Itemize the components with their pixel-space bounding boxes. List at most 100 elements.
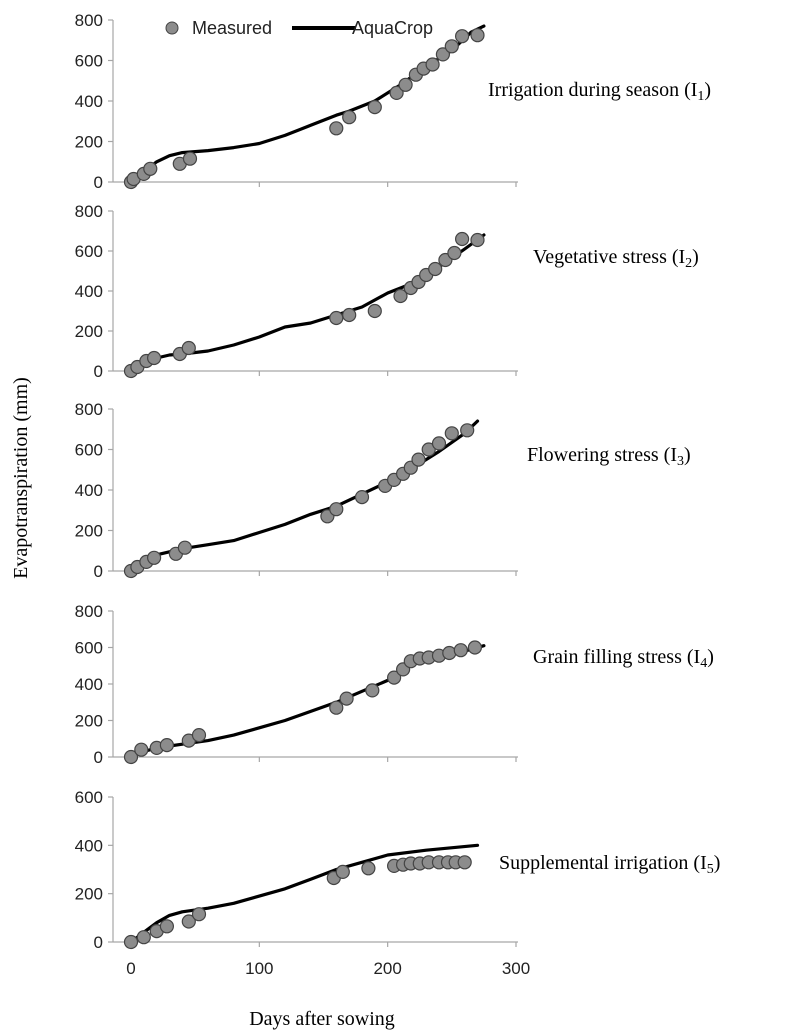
measured-point	[367, 303, 382, 319]
legend-measured-marker	[165, 21, 179, 35]
measured-point	[342, 110, 357, 125]
panel-label-close: )	[707, 646, 714, 668]
y-tick-label: 600	[75, 441, 103, 460]
panel-1: 0 200 400 600 800 Irrigation during season (I…	[75, 11, 711, 192]
measured-point	[425, 57, 440, 72]
y-tick-label: 600	[75, 639, 103, 658]
measured-point	[329, 700, 344, 715]
measured-point	[123, 934, 139, 950]
measured-point	[335, 864, 350, 880]
measured-point	[147, 350, 162, 366]
y-tick-label: 800	[75, 202, 103, 221]
measured-point	[159, 919, 174, 934]
panel-label: Grain filling stress (I4)	[533, 646, 714, 671]
panel-label-text: Irrigation during season (I	[488, 79, 697, 101]
measured-point	[367, 99, 382, 115]
measured-point	[342, 307, 357, 323]
y-tick-label: 400	[75, 675, 103, 694]
model-series-line	[129, 843, 480, 944]
measured-point	[421, 442, 436, 457]
measured-point	[435, 47, 450, 62]
panel-label: Irrigation during season (I1)	[488, 79, 711, 104]
measured-point	[411, 452, 426, 467]
measured-point	[177, 540, 192, 555]
y-tick-label: 800	[75, 400, 103, 419]
y-tick-label: 600	[75, 788, 103, 807]
measured-point	[460, 423, 475, 438]
measured-point	[387, 670, 402, 685]
panel-label-subscript: 4	[700, 656, 707, 671]
measured-point	[181, 914, 196, 929]
y-tick-label: 400	[75, 836, 103, 855]
panel-label-close: )	[704, 79, 711, 101]
measured-point	[182, 151, 198, 166]
y-tick-label: 400	[75, 481, 103, 500]
x-tick-label: 200	[373, 959, 401, 978]
panel-label-close: )	[714, 852, 721, 874]
panel-label-subscript: 1	[697, 89, 704, 104]
y-tick-label: 200	[75, 712, 103, 731]
measured-point	[457, 855, 472, 870]
measured-point	[181, 340, 196, 356]
measured-point	[453, 643, 468, 658]
measured-point	[361, 861, 376, 876]
measured-point	[354, 490, 370, 505]
panel-label-close: )	[684, 444, 691, 466]
measured-point	[393, 288, 408, 304]
panel-4: 0 200 400 600 800 Grain filling stress (I4)	[75, 602, 714, 767]
x-tick-label: 300	[502, 959, 530, 978]
y-tick-label: 0	[94, 362, 103, 381]
panel-label: Flowering stress (I3)	[527, 444, 691, 469]
legend-model-label: AquaCrop	[352, 18, 433, 38]
measured-point	[339, 691, 354, 706]
y-tick-label: 800	[75, 602, 103, 621]
measured-point	[455, 29, 470, 44]
panel-2: 0 200 400 600 800 Vegetative stress (I2)	[75, 202, 699, 381]
measured-point	[444, 39, 459, 54]
measured-point	[389, 85, 404, 101]
measured-point	[365, 683, 380, 698]
panel-label-subscript: 2	[685, 256, 692, 271]
y-tick-label: 0	[94, 933, 103, 952]
y-tick-label: 600	[75, 242, 103, 261]
y-tick-label: 400	[75, 92, 103, 111]
panel-5: 0 200 400 600 Supplemental irrigation (I5) 0 1…	[75, 788, 721, 978]
chart-legend: Measured AquaCrop	[165, 18, 433, 38]
panel-label-subscript: 5	[707, 862, 714, 877]
y-tick-label: 600	[75, 52, 103, 71]
panel-label-text: Grain filling stress (I	[533, 646, 700, 668]
measured-point	[134, 742, 149, 757]
measured-point	[147, 550, 162, 565]
panel-3: 0 200 400 600 800 Flowering stress (I3)	[75, 400, 691, 581]
x-tick-label: 100	[245, 959, 273, 978]
measured-point	[398, 77, 413, 92]
measured-point	[470, 28, 485, 43]
measured-point	[329, 121, 344, 136]
panel-label-text: Flowering stress (I	[527, 444, 677, 466]
x-axis-label: Days after sowing	[249, 1008, 395, 1030]
y-tick-label: 200	[75, 522, 103, 541]
measured-point	[470, 232, 485, 248]
measured-point	[143, 161, 158, 176]
measured-point	[329, 310, 344, 326]
panel-label-close: )	[692, 246, 699, 268]
measured-point	[431, 436, 447, 451]
measured-point	[455, 231, 470, 247]
y-tick-label: 0	[94, 562, 103, 581]
y-tick-label: 0	[94, 748, 103, 767]
measured-point	[467, 640, 482, 655]
panel-label-text: Supplemental irrigation (I	[499, 852, 707, 874]
panel-label: Vegetative stress (I2)	[533, 246, 699, 271]
y-tick-label: 200	[75, 322, 103, 341]
measured-point	[136, 930, 151, 945]
y-tick-label: 400	[75, 282, 103, 301]
measured-point	[159, 737, 174, 753]
panel-label-text: Vegetative stress (I	[533, 246, 685, 268]
measured-point	[329, 502, 344, 517]
y-tick-label: 200	[75, 133, 103, 152]
measured-point	[191, 907, 207, 922]
x-tick-label: 0	[126, 959, 135, 978]
panel-label: Supplemental irrigation (I5)	[499, 852, 720, 877]
y-axis-label: Evapotranspiration (mm)	[10, 377, 32, 579]
